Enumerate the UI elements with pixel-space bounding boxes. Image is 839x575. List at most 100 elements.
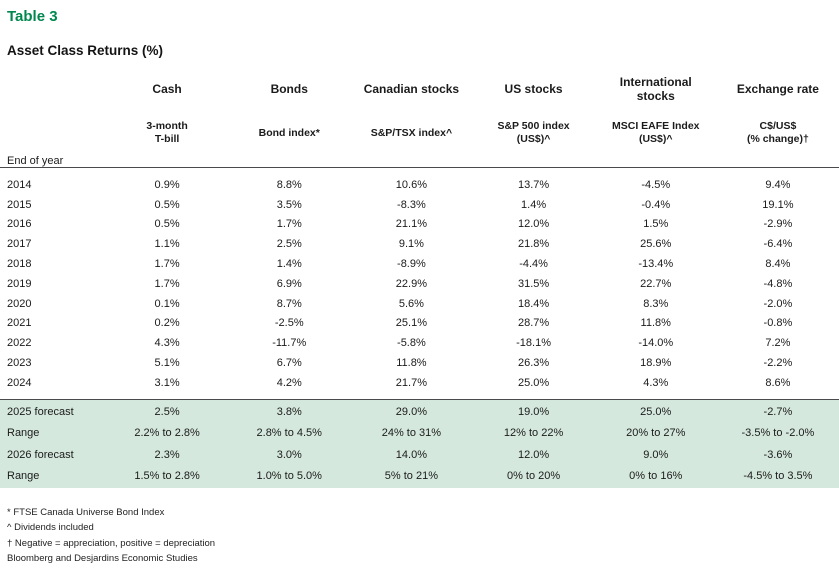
value-cell: 3.0% (276, 448, 302, 461)
row-label: 2018 (7, 258, 32, 271)
value-cell: 2.5% (154, 405, 180, 418)
value-cell: -2.2% (763, 357, 793, 370)
value-cell: 25.0% (517, 376, 550, 389)
value-cell: 9.1% (398, 238, 424, 251)
value-cell: 19.1% (762, 198, 794, 211)
value-cell: 10.6% (395, 178, 427, 191)
value-cell: 18.4% (517, 297, 550, 310)
value-cell: 12% to 22% (503, 427, 564, 440)
value-cell: 11.8% (396, 357, 427, 370)
value-cell: 1.7% (276, 218, 302, 231)
value-cell: -6.4% (763, 238, 793, 251)
value-cell: 4.3% (154, 337, 180, 350)
row-label: 2019 (7, 277, 32, 290)
column-group-header: US stocks (504, 82, 563, 96)
value-cell: -5.8% (397, 337, 426, 350)
footnote: Bloomberg and Desjardins Economic Studie… (7, 553, 198, 565)
table-row: 2017 1.1% 2.5% 9.1% 21.8% 25.6% -6.4% (0, 234, 839, 254)
table-title: Asset Class Returns (%) (7, 43, 164, 58)
value-cell: -2.0% (763, 297, 793, 310)
value-cell: -2.5% (274, 317, 304, 330)
table-row: 2020 0.1% 8.7% 5.6% 18.4% 8.3% -2.0% (0, 294, 839, 314)
value-cell: 25.6% (640, 238, 672, 251)
value-cell: 1.5% (643, 218, 669, 231)
table-row: 2023 5.1% 6.7% 11.8% 26.3% 18.9% -2.2% (0, 353, 839, 373)
value-cell: 1.4% (521, 198, 547, 211)
value-cell: 2.2% to 2.8% (134, 427, 200, 440)
value-cell: 5% to 21% (384, 470, 438, 483)
table-row: 2021 0.2% -2.5% 25.1% 28.7% 11.8% -0.8% (0, 314, 839, 334)
value-cell: 0.5% (154, 218, 180, 231)
table-row: 2019 1.7% 6.9% 22.9% 31.5% 22.7% -4.8% (0, 274, 839, 294)
value-cell: -18.1% (516, 337, 551, 350)
table-row: Range 1.5% to 2.8% 1.0% to 5.0% 5% to 21% 0%… (0, 465, 839, 487)
value-cell: 2.3% (154, 448, 180, 461)
value-cell: -4.5% (641, 178, 671, 191)
value-cell: 25.1% (395, 317, 427, 330)
row-label: 2025 forecast (7, 405, 74, 418)
value-cell: 7.2% (765, 337, 791, 350)
column-index-header-row: 3-month T-bill Bond index* S&P/TSX index^ S&… (0, 114, 839, 152)
column-index-header: S&P 500 index (US$)^ (497, 120, 570, 145)
value-cell: 4.3% (643, 376, 669, 389)
table-row: 2014 0.9% 8.8% 10.6% 13.7% -4.5% 9.4% (0, 175, 839, 195)
value-cell: 0% to 20% (506, 470, 561, 483)
column-index-header: MSCI EAFE Index (US$)^ (611, 120, 700, 145)
value-cell: 0.1% (154, 297, 180, 310)
row-label: 2022 (7, 337, 32, 350)
value-cell: 0.5% (154, 198, 180, 211)
value-cell: 31.5% (517, 277, 550, 290)
value-cell: 3.1% (154, 376, 180, 389)
table-row: 2018 1.7% 1.4% -8.9% -4.4% -13.4% 8.4% (0, 254, 839, 274)
value-cell: 28.7% (517, 317, 550, 330)
value-cell: 21.7% (395, 376, 427, 389)
row-label: 2017 (7, 238, 32, 251)
value-cell: -14.0% (638, 337, 674, 350)
value-cell: -11.7% (272, 337, 307, 350)
row-label: 2026 forecast (7, 448, 74, 461)
value-cell: 8.3% (643, 297, 669, 310)
value-cell: 22.9% (395, 277, 427, 290)
table-row: 2024 3.1% 4.2% 21.7% 25.0% 4.3% 8.6% (0, 373, 839, 393)
value-cell: 8.6% (765, 376, 791, 389)
value-cell: 1.1% (154, 238, 180, 251)
column-index-header: 3-month T-bill (146, 120, 188, 145)
column-group-header: Cash (152, 82, 182, 96)
value-cell: 5.6% (398, 297, 424, 310)
table-row: Range 2.2% to 2.8% 2.8% to 4.5% 24% to 31% 1… (0, 422, 839, 444)
table-row: 2026 forecast 2.3% 3.0% 14.0% 12.0% 9.0% -3.6% (0, 444, 839, 466)
value-cell: 21.1% (395, 218, 427, 231)
column-index-header: C$/US$ (% change)† (746, 120, 809, 145)
column-group-header: Bonds (270, 82, 308, 96)
value-cell: 13.7% (517, 178, 550, 191)
row-label: 2023 (7, 357, 32, 370)
value-cell: 9.4% (765, 178, 791, 191)
value-cell: 25.0% (640, 405, 672, 418)
table-row: 2025 forecast 2.5% 3.8% 29.0% 19.0% 25.0% -2.7… (0, 401, 839, 423)
value-cell: 29.0% (395, 405, 427, 418)
value-cell: 8.8% (276, 178, 302, 191)
value-cell: -2.9% (763, 218, 793, 231)
value-cell: 20% to 27% (626, 427, 686, 440)
table-row: 2022 4.3% -11.7% -5.8% -18.1% -14.0% 7.2% (0, 333, 839, 353)
value-cell: -4.5% to 3.5% (743, 470, 813, 483)
value-cell: 21.8% (517, 238, 550, 251)
value-cell: 12.0% (517, 218, 550, 231)
column-index-header: S&P/TSX index^ (370, 126, 453, 139)
table-row: 2015 0.5% 3.5% -8.3% 1.4% -0.4% 19.1% (0, 195, 839, 215)
value-cell: 6.9% (276, 277, 302, 290)
value-cell: -3.6% (763, 448, 793, 461)
column-group-header: International stocks (619, 75, 692, 103)
value-cell: -8.9% (397, 258, 426, 271)
value-cell: 3.5% (276, 198, 302, 211)
value-cell: 9.0% (643, 448, 669, 461)
value-cell: 2.8% to 4.5% (256, 427, 322, 440)
column-index-header: Bond index* (258, 126, 320, 139)
value-cell: -3.5% to -2.0% (741, 427, 815, 440)
row-label: 2015 (7, 198, 32, 211)
value-cell: -0.4% (641, 198, 671, 211)
footnote: ^ Dividends included (7, 522, 94, 534)
value-cell: 14.0% (395, 448, 427, 461)
value-cell: -4.4% (519, 258, 548, 271)
year-rows-section: 2014 0.9% 8.8% 10.6% 13.7% -4.5% 9.4% 2015 0.5% 3… (0, 168, 839, 393)
